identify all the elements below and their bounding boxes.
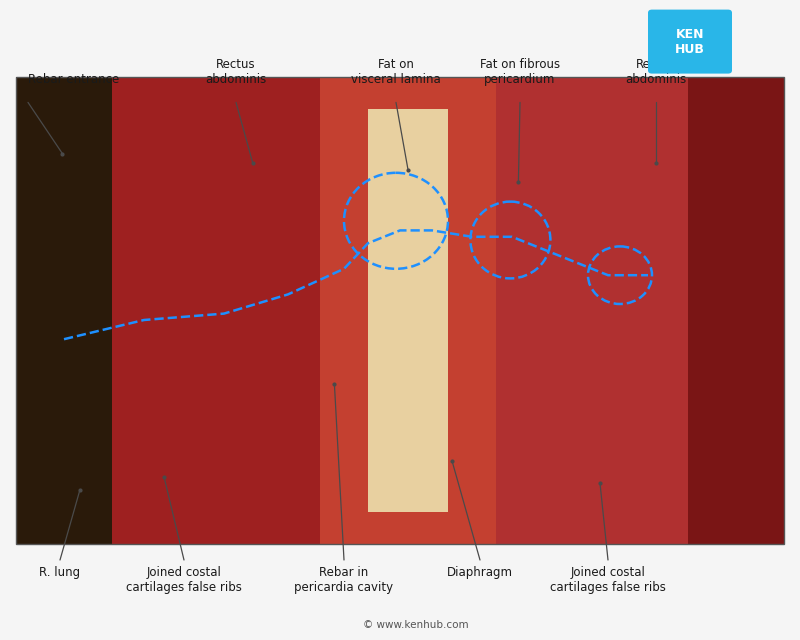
Text: R. lung: R. lung	[39, 566, 81, 579]
Text: © www.kenhub.com: © www.kenhub.com	[363, 620, 469, 630]
Text: Rebar entrance: Rebar entrance	[28, 74, 119, 86]
FancyBboxPatch shape	[368, 109, 448, 512]
Text: Diaphragm: Diaphragm	[447, 566, 513, 579]
FancyBboxPatch shape	[112, 77, 392, 544]
Text: Fat on
visceral lamina: Fat on visceral lamina	[351, 58, 441, 86]
Text: Rebar in
pericardia cavity: Rebar in pericardia cavity	[294, 566, 394, 595]
Text: Fat on fibrous
pericardium: Fat on fibrous pericardium	[480, 58, 560, 86]
FancyBboxPatch shape	[16, 77, 784, 544]
Text: Rectus
abdominis: Rectus abdominis	[626, 58, 686, 86]
FancyBboxPatch shape	[648, 10, 732, 74]
Bar	[16, 77, 784, 544]
FancyBboxPatch shape	[16, 77, 112, 544]
FancyBboxPatch shape	[320, 77, 496, 544]
Text: Rectus
abdominis: Rectus abdominis	[206, 58, 266, 86]
FancyBboxPatch shape	[688, 77, 784, 544]
Text: KEN
HUB: KEN HUB	[675, 28, 705, 56]
Text: Joined costal
cartilages false ribs: Joined costal cartilages false ribs	[550, 566, 666, 595]
FancyBboxPatch shape	[496, 77, 688, 544]
Text: Joined costal
cartilages false ribs: Joined costal cartilages false ribs	[126, 566, 242, 595]
